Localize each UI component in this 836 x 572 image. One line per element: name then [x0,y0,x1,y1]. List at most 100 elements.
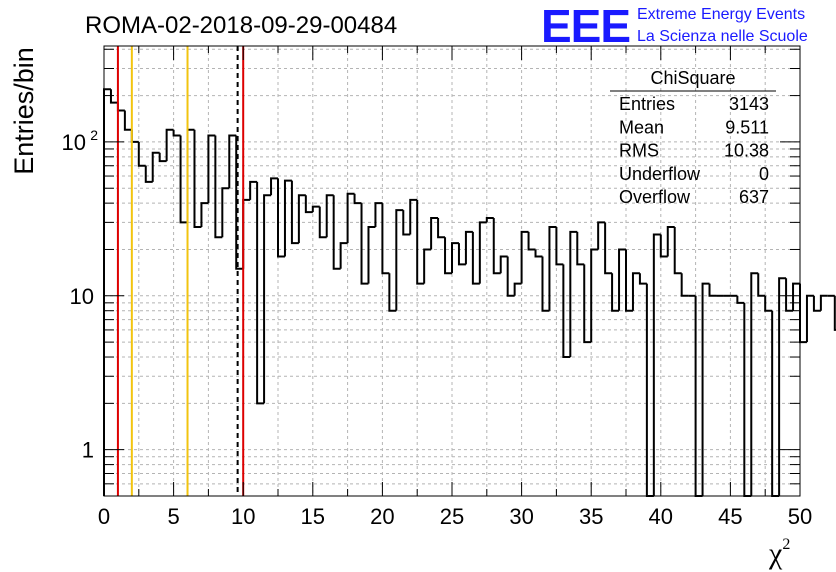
histogram-bin [158,152,167,163]
histogram-bin [562,264,571,359]
histogram-bin [277,178,285,258]
x-tick-label: 45 [718,504,742,529]
stats-row-value: 637 [739,187,769,207]
histogram-bin [534,249,543,258]
run-title: ROMA-02-2018-09-29-00484 [85,12,397,39]
histogram-bin [694,295,703,497]
histogram-bin [659,234,668,258]
histogram-bin [165,128,174,162]
histogram-bin [604,222,613,275]
histogram-bin [130,129,139,143]
histogram-bin [360,203,369,285]
reference-lines [116,46,245,496]
x-axis-title: χ2 [768,536,790,570]
histogram-bin [576,231,585,266]
histogram-bin [214,135,223,239]
histogram-bin [513,282,522,296]
histogram-bin [109,89,118,104]
stats-rows: Entries 3143 Mean 9.511 RMS 10.38 Underflow 0 Ov… [619,94,769,207]
histogram-bin [270,177,278,196]
histogram-bin [750,272,759,496]
x-tick-label: 25 [440,504,464,529]
histogram-bin [499,255,508,274]
stats-row-label: RMS [619,141,659,161]
histogram-bin [527,231,536,251]
histogram-bin [743,302,752,497]
histogram-bin [819,294,828,311]
y-tick-label: 10 [70,284,94,309]
stats-row-value: 9.511 [725,117,769,137]
x-axis-label-superscript: 2 [782,536,790,553]
histogram-bin [263,194,272,404]
histogram-bin [506,256,515,297]
histogram-bin [207,134,216,204]
histogram-bin [395,209,404,311]
histogram-bin [179,135,188,224]
stats-row-label: Underflow [619,164,701,184]
histogram-bin [485,217,494,223]
stats-row-label: Mean [619,117,664,137]
histogram-bin [778,277,787,496]
histogram-bin [611,273,620,312]
y-tick-label-exponent: 2 [90,127,98,143]
stats-row-value: 3143 [729,94,769,114]
histogram-bin [318,206,327,239]
histogram-bin [228,134,237,189]
histogram-bin [172,129,181,137]
histogram-bin [451,242,459,274]
histogram-bin [555,226,564,266]
y-axis-label: Entries/bin [9,47,39,175]
logo-line-2: La Scienza nelle Scuole [637,28,808,45]
histogram-bin [597,221,606,250]
histogram-bin [625,249,633,312]
histogram-bin [249,180,258,200]
histogram-bin [478,221,487,284]
histogram-bin [785,278,794,312]
histogram-bin [541,256,550,312]
histogram-bin [144,165,153,183]
histogram-bin [638,273,647,285]
histogram-bin [652,233,661,496]
histogram-bin [325,194,334,238]
x-axis-label: χ [768,537,783,570]
histogram-bin [283,179,292,257]
x-tick-label: 0 [98,504,110,529]
y-tick-label: 10 [62,130,86,155]
histogram-bin [242,198,251,269]
x-tick-label: 35 [579,504,603,529]
histogram-bin [402,210,411,236]
histogram-bin [116,102,125,112]
x-tick-label: 50 [788,504,812,529]
histogram-bin [736,295,745,304]
histogram-bin [492,218,501,275]
histogram [103,88,836,497]
histogram-bin [137,141,146,167]
histogram-bin [332,195,341,270]
histogram-bin [151,151,160,182]
histogram-bin [103,88,111,496]
histogram-bin [590,248,599,343]
histogram-bin [764,295,773,312]
logo-line-1: Extreme Energy Events [637,6,805,23]
histogram-bin [471,231,480,285]
histogram-bin [123,110,132,131]
histogram-bin [569,230,578,358]
histogram-bin [200,202,209,227]
histogram-bin [256,181,265,405]
histogram-bin [618,248,626,311]
histogram-bin [430,217,439,250]
stats-row-label: Overflow [619,187,691,207]
histogram-bin [666,225,675,257]
histogram-bin [631,272,640,311]
logo-mark: EEE [541,0,630,52]
histogram-bin [792,282,800,311]
histogram-bin [701,282,710,496]
y-tick-label: 1 [82,438,94,463]
stats-box-title: ChiSquare [650,68,735,88]
stats-row-value: 0 [759,164,769,184]
histogram-bin [464,230,473,265]
eee-logo: EEE Extreme Energy Events La Scienza nel… [541,0,808,52]
stats-box: ChiSquare Entries 3143 Mean 9.511 RMS 10.38 Un… [610,68,776,207]
